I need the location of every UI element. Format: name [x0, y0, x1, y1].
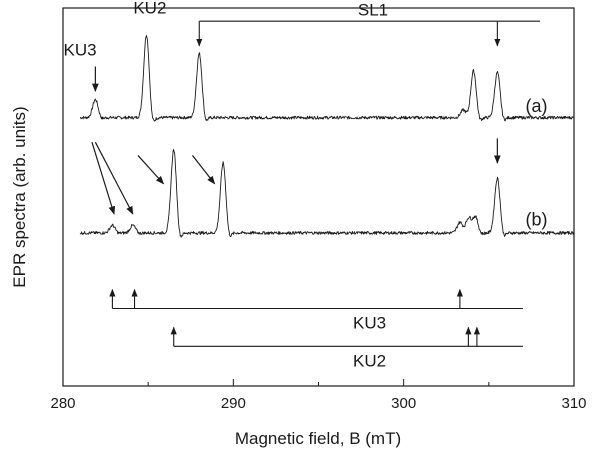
label-ku2: KU2 [133, 0, 166, 18]
spectrum-line-b [79, 149, 575, 238]
x-ticks: 280 290 300 310 [50, 379, 587, 412]
stick-diagram-ku2: KU2 [170, 326, 523, 370]
plot-frame [62, 7, 575, 387]
annotations-group: KU3 KU2 SL1 (a) (b) [63, 0, 547, 229]
x-axis-title: Magnetic field, B (mT) [235, 429, 401, 448]
stick-label-ku3: KU3 [353, 314, 386, 333]
stick-label-ku2: KU2 [353, 351, 386, 370]
arrow-4 [191, 155, 216, 185]
spectrum-line-a [79, 35, 574, 122]
label-ku3: KU3 [63, 40, 96, 59]
x-tick-label-300: 300 [391, 395, 416, 412]
stick-diagram-ku3: KU3 [109, 288, 523, 333]
stick-diagrams-group: KU3 KU2 [109, 20, 540, 370]
stick-diagram-sl1 [196, 20, 540, 47]
label-sl1: SL1 [358, 1, 388, 20]
x-tick-label-290: 290 [221, 395, 246, 412]
spectrum-label-a: (a) [526, 96, 548, 116]
x-tick-label-310: 310 [561, 395, 586, 412]
x-tick-label-280: 280 [50, 395, 75, 412]
spectra-group [79, 35, 575, 238]
y-axis-title: EPR spectra (arb. units) [10, 106, 29, 287]
spectrum-label-b: (b) [526, 209, 548, 229]
arrow-3 [137, 155, 165, 185]
arrow-2 [94, 141, 134, 215]
arrow-1 [91, 142, 116, 215]
